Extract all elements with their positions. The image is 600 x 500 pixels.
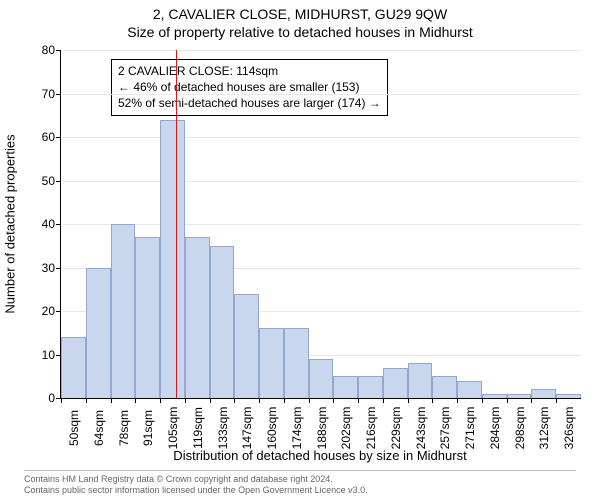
xtick-mark (482, 398, 483, 403)
gridline (61, 50, 581, 51)
ytick-label: 10 (42, 348, 61, 362)
ytick-label: 20 (42, 304, 61, 318)
xtick-mark (556, 398, 557, 403)
histogram-bar (135, 237, 160, 398)
histogram-bar (333, 376, 358, 398)
ytick-label: 50 (42, 174, 61, 188)
xtick-mark (160, 398, 161, 403)
xtick-mark (408, 398, 409, 403)
histogram-bar (284, 328, 309, 398)
x-axis-label: Distribution of detached houses by size … (173, 448, 466, 463)
footer-line-2: Contains public sector information licen… (24, 485, 576, 496)
xtick-label: 326sqm (556, 407, 576, 450)
xtick-mark (234, 398, 235, 403)
histogram-bar (531, 389, 556, 398)
ytick-label: 60 (42, 130, 61, 144)
xtick-mark (333, 398, 334, 403)
xtick-label: 243sqm (408, 407, 428, 450)
ytick-label: 40 (42, 217, 61, 231)
histogram-bar (185, 237, 210, 398)
xtick-mark (284, 398, 285, 403)
histogram-bar (556, 394, 581, 398)
xtick-label: 147sqm (234, 407, 254, 450)
histogram-bar (432, 376, 457, 398)
xtick-mark (86, 398, 87, 403)
xtick-label: 229sqm (383, 407, 403, 450)
histogram-bar (309, 359, 334, 398)
histogram-bar (259, 328, 284, 398)
gridline (61, 224, 581, 225)
xtick-mark (432, 398, 433, 403)
histogram-bar (61, 337, 86, 398)
xtick-label: 174sqm (284, 407, 304, 450)
xtick-label: 78sqm (111, 410, 131, 446)
histogram-bar (160, 120, 185, 398)
xtick-label: 216sqm (358, 407, 378, 450)
xtick-label: 64sqm (86, 410, 106, 446)
gridline (61, 181, 581, 182)
gridline (61, 94, 581, 95)
xtick-mark (507, 398, 508, 403)
histogram-bar (358, 376, 383, 398)
ytick-label: 0 (48, 391, 61, 405)
footer: Contains HM Land Registry data © Crown c… (24, 470, 576, 497)
xtick-label: 50sqm (61, 410, 81, 446)
histogram-bar (111, 224, 136, 398)
xtick-mark (383, 398, 384, 403)
title-main: 2, CAVALIER CLOSE, MIDHURST, GU29 9QW (0, 0, 600, 22)
histogram-bar (507, 394, 532, 398)
histogram-bar (457, 381, 482, 398)
xtick-label: 257sqm (432, 407, 452, 450)
xtick-mark (210, 398, 211, 403)
ytick-label: 70 (42, 87, 61, 101)
gridline (61, 137, 581, 138)
histogram-bar (234, 294, 259, 398)
histogram-bar (383, 368, 408, 398)
histogram-bar (482, 394, 507, 398)
info-box: 2 CAVALIER CLOSE: 114sqm← 46% of detache… (111, 59, 388, 116)
histogram-bar (408, 363, 433, 398)
xtick-mark (61, 398, 62, 403)
xtick-label: 284sqm (482, 407, 502, 450)
xtick-label: 105sqm (160, 407, 180, 450)
ytick-label: 80 (42, 43, 61, 57)
xtick-label: 119sqm (185, 407, 205, 449)
xtick-mark (259, 398, 260, 403)
xtick-mark (185, 398, 186, 403)
xtick-mark (358, 398, 359, 403)
xtick-mark (309, 398, 310, 403)
histogram-bar (210, 246, 235, 398)
xtick-label: 202sqm (333, 407, 353, 450)
xtick-mark (531, 398, 532, 403)
xtick-mark (135, 398, 136, 403)
y-axis-label: Number of detached properties (3, 134, 18, 313)
footer-line-1: Contains HM Land Registry data © Crown c… (24, 474, 576, 485)
xtick-label: 298sqm (507, 407, 527, 450)
ytick-label: 30 (42, 261, 61, 275)
xtick-mark (111, 398, 112, 403)
title-sub: Size of property relative to detached ho… (0, 22, 600, 40)
xtick-label: 91sqm (135, 410, 155, 446)
marker-line (176, 50, 177, 398)
xtick-label: 312sqm (531, 407, 551, 450)
xtick-label: 160sqm (259, 407, 279, 450)
xtick-label: 188sqm (309, 407, 329, 450)
plot-area: 2 CAVALIER CLOSE: 114sqm← 46% of detache… (60, 50, 581, 399)
xtick-label: 133sqm (210, 407, 230, 450)
info-box-line: 52% of semi-detached houses are larger (… (118, 95, 381, 111)
xtick-mark (457, 398, 458, 403)
xtick-label: 271sqm (457, 407, 477, 450)
info-box-line: 2 CAVALIER CLOSE: 114sqm (118, 63, 381, 79)
histogram-bar (86, 268, 111, 399)
chart-container: 2, CAVALIER CLOSE, MIDHURST, GU29 9QW Si… (0, 0, 600, 500)
